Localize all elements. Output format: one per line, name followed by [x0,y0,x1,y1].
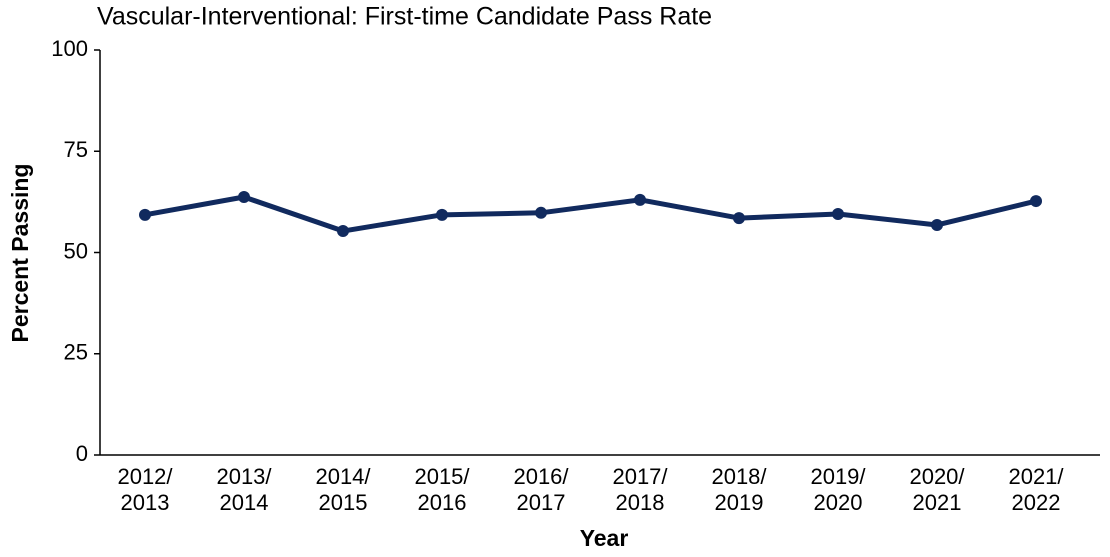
point [733,212,745,225]
x-tick-label: 2021/ 2022 [1008,464,1064,515]
chart-title: Vascular-Interventional: First-time Cand… [97,3,712,31]
y-tick-label: 50 [64,238,88,263]
x-tick-label: 2012/ 2013 [117,464,173,515]
y-tick-label: 0 [76,441,88,466]
y-tick-label: 25 [64,340,88,365]
x-tick-label: 2013/ 2014 [216,464,272,515]
point [139,208,151,221]
x-tick-label: 2019/ 2020 [810,464,866,515]
point [337,225,349,238]
point [535,206,547,219]
x-axis-label: Year [580,525,629,551]
x-tick-label: 2015/ 2016 [414,464,470,515]
point [931,218,943,231]
x-tick-label: 2016/ 2017 [513,464,569,515]
point [832,208,844,221]
x-tick-label: 2020/ 2021 [909,464,965,515]
x-tick-label: 2017/ 2018 [612,464,668,515]
point [634,193,646,206]
line [144,194,1037,234]
y-tick-label: 100 [51,36,88,61]
x-tick-label: 2018/ 2019 [711,464,767,515]
y-tick-label: 75 [64,137,88,162]
point [238,191,250,204]
point [436,208,448,221]
point [1030,195,1042,208]
y-axis-label: Percent Passing [7,164,33,343]
x-tick-label: 2014/ 2015 [315,464,371,515]
